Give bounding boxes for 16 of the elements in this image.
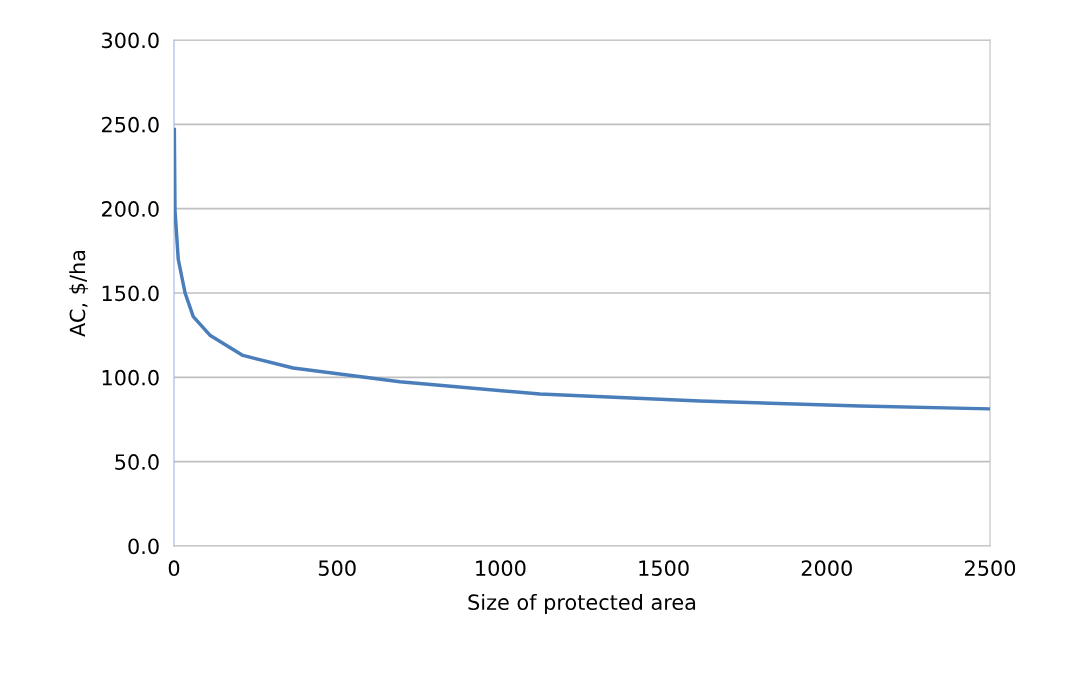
y-tick-label: 100.0 [102,369,159,386]
x-tick-label: 1000 [476,560,526,577]
x-tick-label: 0 [168,560,180,577]
x-tick-label: 1500 [639,560,689,577]
y-tick-label: 0.0 [128,538,159,555]
x-tick-label: 500 [318,560,356,577]
y-tick-label: 250.0 [102,116,159,133]
y-tick-label: 50.0 [115,454,159,470]
y-tick-label: 200.0 [102,201,159,217]
x-axis-title: Size of protected area [468,593,696,615]
y-axis-title: AC, $/ha [69,250,89,337]
y-tick-label: 300.0 [102,32,159,49]
line-series [174,127,990,411]
x-tick-label: 2500 [965,560,1016,577]
x-tick-label: 2000 [801,560,852,577]
y-tick-label: 150.0 [102,285,159,302]
